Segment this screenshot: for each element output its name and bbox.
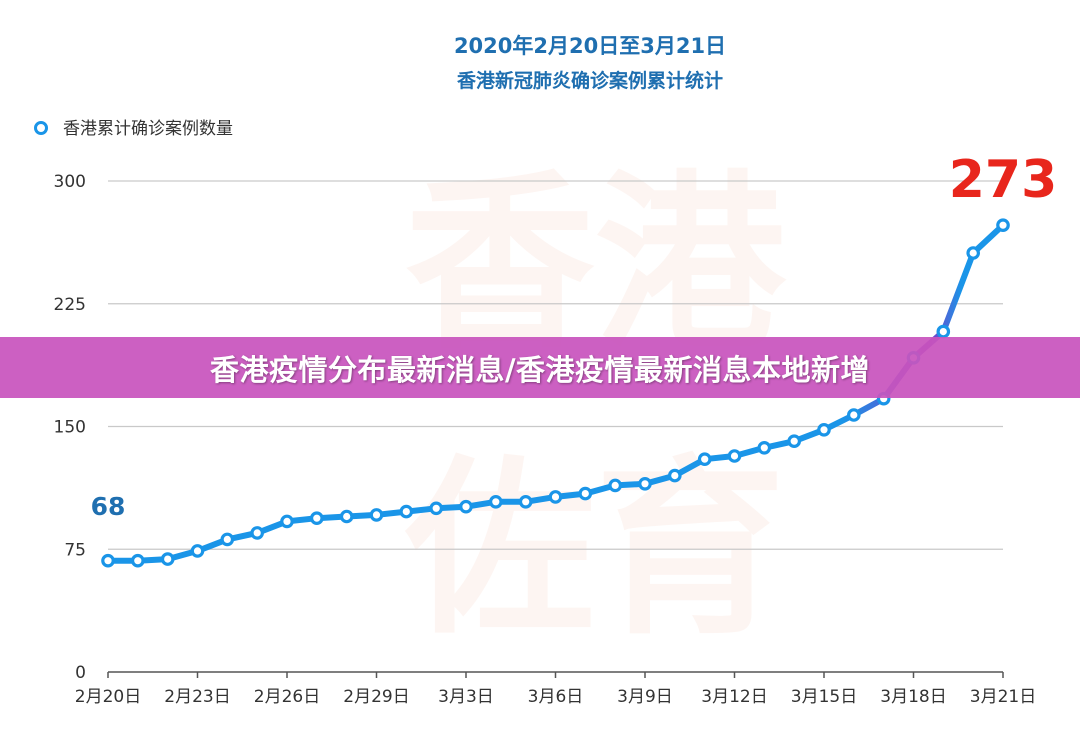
data-point (966, 246, 980, 260)
data-point (936, 324, 951, 339)
data-point (578, 486, 593, 501)
data-point (488, 494, 503, 509)
banner-text: 香港疫情分布最新消息/香港疫情最新消息本地新增 (209, 352, 871, 387)
y-tick-label: 0 (75, 663, 86, 683)
data-point (757, 440, 772, 455)
data-point (817, 422, 831, 437)
data-point (667, 468, 682, 483)
x-tick-label: 3月9日 (617, 687, 673, 707)
end-value-label: 273 (949, 150, 1058, 210)
data-point (727, 449, 742, 463)
x-tick-label: 3月6日 (528, 687, 584, 707)
data-point (160, 552, 175, 566)
x-tick-label: 2月26日 (254, 687, 320, 707)
data-point (280, 514, 294, 529)
data-point (369, 508, 384, 522)
data-point (459, 499, 473, 514)
title-banner: 香港疫情分布最新消息/香港疫情最新消息本地新增 (0, 337, 1080, 398)
x-axis: 2月20日 2月23日 2月26日 2月29日 3月3日 3月6日 3月9日 3月12日 3月1… (75, 671, 1036, 707)
data-point (548, 490, 563, 504)
x-tick-label: 2月20日 (75, 687, 141, 707)
legend-marker-icon (34, 121, 48, 135)
y-tick-label: 75 (64, 540, 86, 560)
data-point (429, 501, 443, 516)
x-tick-label: 3月21日 (970, 687, 1036, 707)
data-point (131, 553, 145, 568)
y-tick-label: 225 (54, 295, 86, 315)
data-point (309, 511, 324, 525)
x-tick-label: 3月18日 (880, 687, 946, 707)
data-point (190, 544, 205, 558)
watermark: 香港佐育 (404, 154, 787, 660)
legend-label: 香港累计确诊案例数量 (63, 119, 233, 139)
y-tick-label: 300 (54, 172, 86, 192)
chart-subtitle: 香港新冠肺炎确诊案例累计统计 (456, 69, 723, 92)
data-point (101, 553, 115, 568)
data-point (787, 434, 801, 448)
x-tick-label: 2月29日 (343, 687, 409, 707)
data-point (638, 476, 652, 491)
chart-title: 2020年2月20日至3月21日 (454, 34, 726, 58)
data-point (399, 504, 414, 519)
x-tick-label: 3月3日 (438, 687, 494, 707)
data-point (220, 532, 235, 547)
x-tick-label: 2月23日 (164, 687, 230, 707)
data-point (339, 509, 354, 524)
y-axis-ticks: 0 75 150 225 300 (54, 172, 86, 683)
data-point (846, 408, 861, 422)
x-tick-label: 3月15日 (791, 687, 857, 707)
y-tick-label: 150 (54, 418, 86, 438)
data-point (250, 526, 265, 540)
data-point (608, 478, 622, 493)
x-tick-label: 3月12日 (701, 687, 767, 707)
legend: 香港累计确诊案例数量 (34, 119, 233, 139)
data-point (518, 494, 533, 509)
data-point (996, 218, 1010, 232)
start-value-label: 68 (91, 492, 126, 521)
grid-lines (108, 180, 1003, 550)
data-point (697, 452, 712, 466)
series-layer (101, 218, 1010, 568)
